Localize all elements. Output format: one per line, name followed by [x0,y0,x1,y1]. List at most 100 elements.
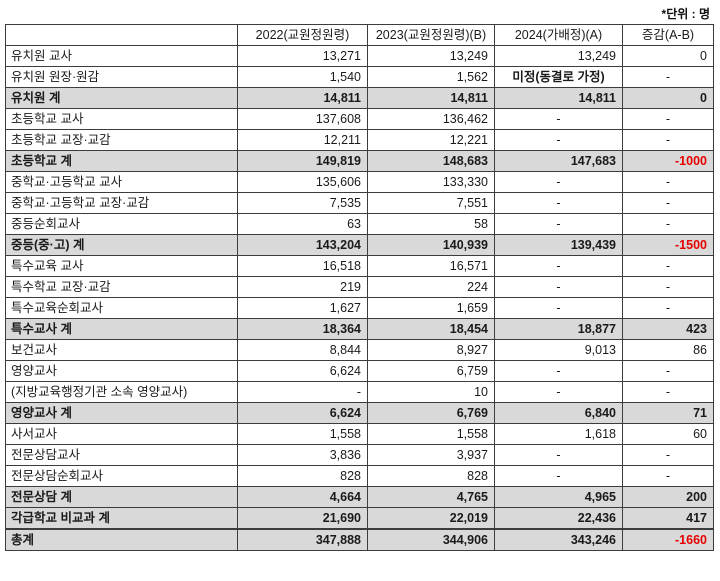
cell-y2023b: 4,765 [367,486,495,508]
teacher-staffing-table: 2022(교원정원령) 2023(교원정원령)(B) 2024(가배정)(A) … [5,24,714,551]
subtotal-row: 특수교사 계 18,364 18,454 18,877 423 [5,318,714,340]
row-label: (지방교육행정기관 소속 영양교사) [5,381,238,403]
row-label: 중학교·고등학교 교사 [5,171,238,193]
table-body: 유치원 교사 13,271 13,249 13,249 0 유치원 원장·원감 1,540 1… [5,45,714,551]
cell-diff_ab: 0 [622,87,714,109]
cell-y2023b: 344,906 [367,528,495,551]
cell-diff_ab: 60 [622,423,714,445]
cell-diff_ab: 417 [622,507,714,530]
cell-y2024a: - [494,297,623,319]
cell-y2022: 6,624 [237,402,368,424]
row-label: 특수학교 교장·교감 [5,276,238,298]
cell-y2023b: 1,558 [367,423,495,445]
cell-y2024a: 147,683 [494,150,623,172]
cell-y2023b: 6,759 [367,360,495,382]
table-row: 중등순회교사 63 58- - [5,213,714,235]
cell-y2024a: 9,013 [494,339,623,361]
cell-y2022: 3,836 [237,444,368,466]
table-row: 중학교·고등학교 교장·교감 7,535 7,551- - [5,192,714,214]
table-row: 중학교·고등학교 교사 135,606 133,330- - [5,171,714,193]
cell-diff_ab: 71 [622,402,714,424]
cell-diff_ab: - [622,255,714,277]
cell-diff_ab: - [622,276,714,298]
col-header-blank [5,24,238,46]
cell-diff_ab: - [622,66,714,88]
cell-diff_ab: - [622,171,714,193]
col-header-diff: 증감(A-B) [622,24,714,46]
cell-y2022: 7,535 [237,192,368,214]
cell-y2024a: 18,877 [494,318,623,340]
cell-y2024a: - [494,213,623,235]
cell-y2024a: 1,618 [494,423,623,445]
row-label: 영양교사 계 [5,402,238,424]
grand-total-row: 총계 347,888 344,906 343,246 -1660 [5,528,714,551]
cell-y2024a: - [494,360,623,382]
cell-diff_ab: 86 [622,339,714,361]
row-label: 전문상담 계 [5,486,238,508]
row-label: 초등학교 교사 [5,108,238,130]
table-row: 유치원 원장·원감 1,540 1,562 미정(동결로 가정) - [5,66,714,88]
cell-diff_ab: -1000 [622,150,714,172]
cell-diff_ab: 0 [622,45,714,67]
cell-y2024a: 343,246 [494,528,623,551]
cell-y2023b: 13,249 [367,45,495,67]
cell-y2022: 16,518 [237,255,368,277]
cell-y2022: - [237,381,368,403]
cell-y2024a: - [494,171,623,193]
cell-y2024a: - [494,108,623,130]
cell-diff_ab: - [622,444,714,466]
cell-diff_ab: - [622,213,714,235]
table-row: 사서교사 1,558 1,558 1,618 60 [5,423,714,445]
cell-y2022: 149,819 [237,150,368,172]
cell-diff_ab: - [622,108,714,130]
row-label: 특수교사 계 [5,318,238,340]
col-header-2022: 2022(교원정원령) [237,24,368,46]
cell-y2023b: 6,769 [367,402,495,424]
unit-note: *단위 : 명 [661,7,710,21]
cell-y2024a: - [494,444,623,466]
cell-y2023b: 16,571 [367,255,495,277]
cell-y2023b: 140,939 [367,234,495,256]
row-label: 특수교육 교사 [5,255,238,277]
row-label: 전문상담교사 [5,444,238,466]
cell-diff_ab: -1660 [622,528,714,551]
subtotal-row: 중등(중·고) 계 143,204 140,939 139,439 -1500 [5,234,714,256]
row-label: 중등(중·고) 계 [5,234,238,256]
cell-y2024a: - [494,255,623,277]
table-row: 특수교육 교사 16,518 16,571- - [5,255,714,277]
cell-y2022: 13,271 [237,45,368,67]
cell-y2022: 1,627 [237,297,368,319]
cell-diff_ab: - [622,381,714,403]
cell-y2023b: 828 [367,465,495,487]
header-row: 2022(교원정원령) 2023(교원정원령)(B) 2024(가배정)(A) … [5,24,714,46]
cell-y2023b: 1,562 [367,66,495,88]
row-label: 사서교사 [5,423,238,445]
cell-y2024a: 4,965 [494,486,623,508]
cell-y2024a: - [494,381,623,403]
cell-diff_ab: -1500 [622,234,714,256]
cell-y2024a: - [494,192,623,214]
subtotal-row: 전문상담 계 4,664 4,765 4,965 200 [5,486,714,508]
row-label: 중등순회교사 [5,213,238,235]
table-row: 전문상담순회교사 828 828- - [5,465,714,487]
cell-y2022: 143,204 [237,234,368,256]
cell-y2023b: 3,937 [367,444,495,466]
table-row: 영양교사 6,624 6,759- - [5,360,714,382]
cell-y2022: 21,690 [237,507,368,530]
table-row: 유치원 교사 13,271 13,249 13,249 0 [5,45,714,67]
cell-diff_ab: - [622,360,714,382]
subtotal-row: 영양교사 계 6,624 6,769 6,840 71 [5,402,714,424]
cell-diff_ab: 423 [622,318,714,340]
cell-y2023b: 10 [367,381,495,403]
cell-y2022: 4,664 [237,486,368,508]
cell-y2023b: 148,683 [367,150,495,172]
cell-y2023b: 22,019 [367,507,495,530]
cell-y2022: 828 [237,465,368,487]
cell-y2023b: 18,454 [367,318,495,340]
subtotal-row: 각급학교 비교과 계 21,690 22,019 22,436 417 [5,507,714,530]
row-label: 보건교사 [5,339,238,361]
cell-y2023b: 7,551 [367,192,495,214]
cell-diff_ab: - [622,465,714,487]
cell-y2024a: - [494,276,623,298]
row-label: 유치원 교사 [5,45,238,67]
